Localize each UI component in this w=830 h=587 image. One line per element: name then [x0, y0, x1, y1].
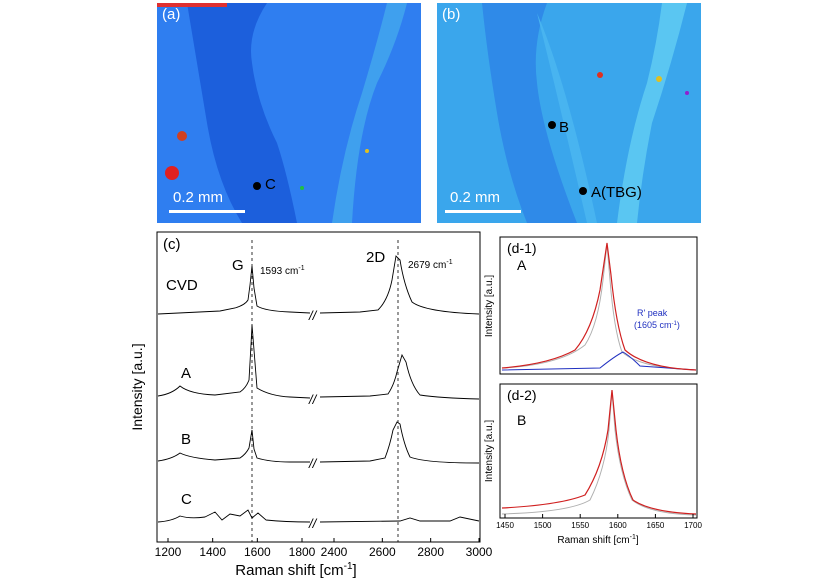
axis-break-c: //: [308, 516, 318, 531]
spot-b-label: B: [559, 119, 570, 136]
optical-map-a: (a) 0.2 mm C: [157, 3, 421, 223]
panel-c-right-tick-label: 2400: [321, 545, 348, 559]
spectrum-a-left: [157, 324, 311, 399]
panel-c-ylabel: Intensity [a.u.]: [129, 343, 145, 430]
spectrum-label-c: C: [181, 491, 192, 508]
map-a-label: (a): [162, 6, 181, 23]
panel-c-right-tick-label: 3000: [466, 545, 493, 559]
spot-a: [579, 187, 587, 195]
spectrum-b-left: [157, 429, 310, 463]
map-a-scale-bar: [169, 210, 245, 213]
map-b-scale-bar: [445, 210, 521, 213]
twod-peak-label: 2D: [366, 249, 385, 266]
panel-c-frame: [156, 231, 481, 543]
spectrum-c-right: [319, 516, 480, 523]
spectrum-label-a: A: [181, 365, 191, 382]
map-b-image: [437, 3, 701, 223]
panel-c-left-tick-label: 1200: [155, 545, 182, 559]
map-a-image: [157, 3, 421, 223]
spectrum-c-left: [157, 509, 311, 523]
g-peak-position: 1593 cm-1: [260, 265, 305, 277]
spectrum-cvd-left: [157, 265, 311, 315]
optical-map-b: (b) 0.2 mm B A(TBG): [437, 3, 701, 223]
spectrum-b-right: [319, 421, 480, 464]
map-b-scale-text: 0.2 mm: [450, 189, 501, 206]
panel-c-label: (c): [163, 236, 181, 253]
spectrum-label-cvd: CVD: [166, 277, 198, 294]
axis-break-b: //: [308, 456, 318, 471]
panel-c-ticks: 1200 1400 1600 1800 2400 2600 2800 3000: [155, 538, 493, 559]
panel-c-xlabel: Raman shift [cm-1]: [235, 561, 356, 579]
spectrum-label-b: B: [181, 431, 191, 448]
map-a-scale-text: 0.2 mm: [173, 189, 224, 206]
g-peak-label: G: [232, 257, 244, 274]
twod-peak-position: 2679 cm-1: [408, 259, 453, 271]
axis-break-cvd: //: [308, 308, 318, 323]
panel-c-left-tick-label: 1800: [289, 545, 316, 559]
panel-c-right-tick-label: 2800: [417, 545, 444, 559]
spectrum-a-right: [319, 353, 480, 400]
spot-c: [253, 182, 261, 190]
spot-c-label: C: [265, 176, 276, 193]
panel-c-left-tick-label: 1600: [244, 545, 271, 559]
spot-b: [548, 121, 556, 129]
panel-c-right-tick-label: 2600: [369, 545, 396, 559]
axis-break-a: //: [308, 392, 318, 407]
spectrum-cvd-right: [319, 255, 480, 315]
map-b-label: (b): [442, 6, 461, 23]
spot-a-label: A(TBG): [591, 184, 642, 201]
panel-c-left-tick-label: 1400: [199, 545, 226, 559]
